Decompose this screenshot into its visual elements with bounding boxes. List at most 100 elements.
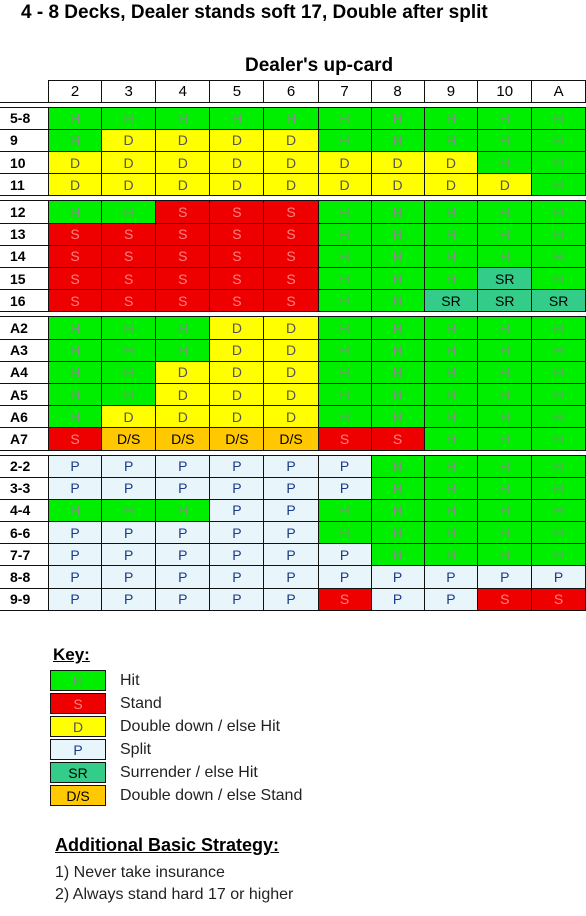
strategy-cell: H — [477, 498, 533, 523]
strategy-cell: S — [263, 244, 319, 269]
strategy-cell: S — [263, 200, 319, 224]
row-label: 6-6 — [0, 521, 50, 545]
strategy-cell: S — [209, 200, 265, 224]
strategy-cell: H — [423, 476, 479, 500]
strategy-cell: H — [101, 360, 157, 384]
strategy-cell: H — [370, 498, 425, 523]
strategy-cell: H — [531, 382, 586, 407]
strategy-cell: H — [531, 427, 586, 451]
strategy-cell: H — [155, 498, 211, 523]
strategy-cell: P — [370, 587, 425, 611]
strategy-cell: H — [531, 521, 586, 545]
table-row: 15 S S S S S H H H SR H — [0, 266, 586, 291]
table-row: 14 S S S S S H H H H H — [0, 244, 586, 269]
strategy-cell: P — [155, 521, 211, 545]
table-row: A5 H H D D D H H H H H — [0, 382, 586, 407]
strategy-cell: P — [209, 521, 265, 545]
strategy-cell: H — [48, 382, 103, 407]
strategy-cell: H — [531, 128, 586, 153]
strategy-cell: H — [423, 521, 479, 545]
strategy-cell: H — [370, 200, 425, 224]
row-label: 9-9 — [0, 587, 50, 611]
key-item: H Hit — [50, 669, 302, 692]
strategy-cell: S — [155, 200, 211, 224]
strategy-cell: P — [101, 521, 157, 545]
row-label: A7 — [0, 427, 50, 451]
strategy-cell: D/S — [101, 427, 157, 451]
table-row: 3-3 P P P P P P H H H H — [0, 476, 586, 500]
strategy-cell: D — [209, 360, 265, 384]
row-label: A6 — [0, 405, 50, 429]
strategy-cell: H — [531, 543, 586, 567]
strategy-cell: D — [101, 173, 157, 197]
strategy-cell: H — [101, 106, 157, 130]
table-row: A7 S D/S D/S D/S D/S S S H H H — [0, 427, 586, 451]
strategy-cell: H — [317, 200, 372, 224]
strategy-cell: D — [263, 173, 319, 197]
strategy-cell: SR — [477, 289, 533, 313]
strategy-cell: H — [423, 498, 479, 523]
strategy-cell: P — [263, 543, 319, 567]
column-header: 10 — [477, 80, 533, 103]
additional-strategy-title: Additional Basic Strategy: — [55, 835, 280, 855]
row-label: 3-3 — [0, 476, 50, 500]
row-label: A5 — [0, 382, 50, 407]
strategy-cell: P — [48, 565, 103, 589]
strategy-cell: H — [317, 360, 372, 384]
column-header: 9 — [423, 80, 479, 103]
strategy-cell: H — [477, 454, 533, 478]
strategy-cell: D — [423, 151, 479, 175]
key-label: Double down / else Hit — [120, 717, 281, 735]
strategy-cell: D/S — [263, 427, 319, 451]
row-label: 14 — [0, 244, 50, 269]
strategy-cell: S — [209, 266, 265, 291]
column-header: 2 — [48, 80, 103, 103]
strategy-cell: D — [263, 151, 319, 175]
strategy-cell: P — [48, 587, 103, 611]
strategy-cell: H — [423, 360, 479, 384]
strategy-cell: H — [370, 454, 425, 478]
strategy-cell: H — [531, 498, 586, 523]
table-row: 8-8 P P P P P P P P P P — [0, 565, 586, 589]
strategy-cell: H — [477, 222, 533, 246]
strategy-cell: H — [423, 405, 479, 429]
strategy-cell: P — [209, 454, 265, 478]
key-swatch: D — [50, 715, 106, 737]
row-label: 8-8 — [0, 565, 50, 589]
strategy-cell: S — [48, 244, 103, 269]
table-row: A6 H D D D D H H H H H — [0, 405, 586, 429]
row-label: A3 — [0, 338, 50, 362]
strategy-cell: H — [477, 382, 533, 407]
strategy-cell: D — [209, 405, 265, 429]
column-header: 4 — [155, 80, 211, 103]
strategy-cell: H — [370, 222, 425, 246]
key-item: D Double down / else Hit — [50, 715, 302, 738]
strategy-cell: D — [155, 173, 211, 197]
strategy-cell: S — [317, 587, 372, 611]
table-row: A3 H H H D D H H H H H — [0, 338, 586, 362]
strategy-cell: D — [209, 128, 265, 153]
strategy-cell: P — [531, 565, 586, 589]
strategy-cell: H — [531, 454, 586, 478]
strategy-cell: D — [155, 405, 211, 429]
strategy-cell: S — [101, 266, 157, 291]
strategy-cell: D — [101, 405, 157, 429]
row-label: 2-2 — [0, 454, 50, 478]
strategy-cell: H — [101, 200, 157, 224]
key-label: Hit — [120, 671, 140, 689]
strategy-cell: H — [477, 244, 533, 269]
strategy-cell: H — [155, 316, 211, 340]
strategy-cell: P — [101, 565, 157, 589]
strategy-cell: P — [263, 587, 319, 611]
strategy-cell: H — [317, 289, 372, 313]
strategy-cell: H — [48, 360, 103, 384]
strategy-cell: H — [317, 266, 372, 291]
strategy-cell: P — [101, 476, 157, 500]
strategy-cell: D — [477, 173, 533, 197]
strategy-cell: D — [263, 338, 319, 362]
strategy-cell: S — [155, 289, 211, 313]
strategy-cell: H — [370, 405, 425, 429]
strategy-cell: H — [263, 106, 319, 130]
key-legend: H Hit S Stand D Double down / else Hit P Split S… — [50, 669, 302, 807]
